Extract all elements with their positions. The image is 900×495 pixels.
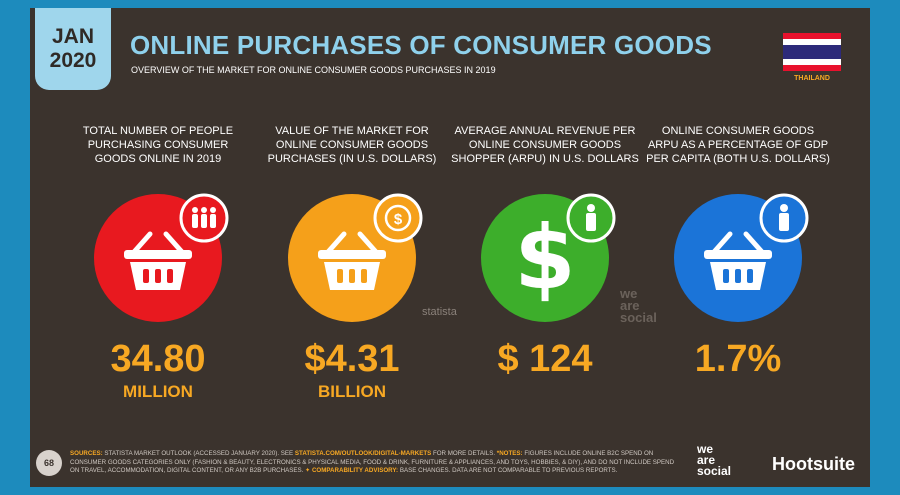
stat-value: $ 124	[497, 338, 593, 380]
stat-label: AVERAGE ANNUAL REVENUE PER ONLINE CONSUME…	[450, 124, 640, 166]
logo-line: we	[697, 442, 714, 456]
person-head	[210, 207, 216, 213]
watermark-line: social	[620, 310, 657, 325]
basket-slot	[747, 269, 753, 283]
subtitle: OVERVIEW OF THE MARKET FOR ONLINE CONSUM…	[131, 65, 496, 75]
title: ONLINE PURCHASES OF CONSUMER GOODS	[130, 30, 712, 60]
footnote-part: FIGURES INCLUDE ONLINE B2C SPEND ON CONS…	[70, 450, 675, 474]
watermark: statista	[422, 306, 457, 318]
coin	[384, 204, 412, 232]
logo-hootsuite: Hootsuite	[772, 454, 855, 474]
stat-icon	[94, 193, 229, 322]
basket-rim	[318, 250, 386, 259]
stat-label-line: TOTAL NUMBER OF PEOPLE	[82, 125, 234, 137]
basket-handle	[131, 231, 185, 255]
stat-label: TOTAL NUMBER OF PEOPLE PURCHASING CONSUME…	[63, 124, 253, 166]
badge	[373, 193, 423, 243]
stat-label-line: ONLINE CONSUMER GOODS	[661, 125, 815, 137]
stat-label-line: PURCHASES (IN U.S. DOLLARS)	[267, 153, 437, 165]
dollar-sign: $	[514, 206, 575, 309]
stat-label: VALUE OF THE MARKET FOR ONLINE CONSUMER G…	[257, 124, 447, 166]
stat-unit: BILLION	[318, 382, 386, 401]
watermark-line: are	[620, 298, 640, 313]
person-head	[201, 207, 207, 213]
page-number: 68	[36, 450, 62, 476]
graphics: $ $	[94, 33, 841, 322]
basket-handle	[711, 231, 765, 255]
basket-rim	[704, 250, 772, 259]
footnote-part: STATISTA.COM/OUTLOOK/DIGITAL-MARKETS	[294, 450, 432, 457]
footnote: SOURCES: STATISTA MARKET OUTLOOK (ACCESS…	[70, 450, 682, 476]
date-year: 2020	[49, 49, 97, 72]
person-body	[779, 213, 789, 231]
logo-line: social	[697, 464, 732, 478]
stat-label-line: PURCHASING CONSUMER	[87, 139, 229, 151]
stat-unit: MILLION	[123, 382, 193, 401]
stat-label-line: GOODS ONLINE IN 2019	[94, 153, 222, 165]
person-head	[587, 204, 595, 212]
person-head	[192, 207, 198, 213]
stat-label: ONLINE CONSUMER GOODS ARPU AS A PERCENTAG…	[643, 124, 833, 166]
person-body	[586, 213, 596, 231]
basket-rim	[124, 250, 192, 259]
logo-line: are	[697, 453, 716, 467]
stat-label-line: SHOPPER (ARPU) IN U.S. DOLLARS	[451, 153, 639, 165]
basket-slot	[723, 269, 729, 283]
date-box: JAN 2020	[35, 8, 111, 90]
basket-slot	[349, 269, 355, 283]
basket-slot	[361, 269, 367, 283]
footnote-part: FOR MORE DETAILS.	[431, 450, 497, 457]
stat-label-line: ONLINE CONSUMER GOODS	[468, 139, 622, 151]
stat-value: 1.7%	[694, 338, 782, 380]
country: THAILAND	[794, 75, 830, 82]
person-head	[780, 204, 788, 212]
logo-we-are-social: we are social	[697, 442, 732, 478]
basket-slot	[735, 269, 741, 283]
stat-label-line: VALUE OF THE MARKET FOR	[275, 125, 429, 137]
footnote-part: ✦ COMPARABILITY ADVISORY:	[305, 467, 399, 474]
person-body	[201, 214, 207, 228]
person-body	[192, 214, 198, 228]
footnote-part: *NOTES:	[496, 450, 523, 457]
person-body	[210, 214, 216, 228]
watermark: we are social	[620, 286, 657, 325]
footnote-part: BASE CHANGES. DATA ARE NOT COMPARABLE TO…	[398, 467, 618, 474]
coin-sign: $	[394, 211, 403, 228]
stat-label-line: ARPU AS A PERCENTAGE OF GDP	[647, 139, 829, 151]
slide: $ $ JAN 2020 ONLINE PURCHASES OF CONSUMER…	[30, 8, 870, 487]
watermark-line: we	[620, 286, 638, 301]
stat-label-line: PER CAPITA (BOTH U.S. DOLLARS)	[646, 153, 830, 165]
stat-icon	[674, 193, 809, 322]
stat-label-line: ONLINE CONSUMER GOODS	[275, 139, 429, 151]
stat-label-line: AVERAGE ANNUAL REVENUE PER	[454, 125, 636, 137]
basket-slot	[167, 269, 173, 283]
stat-value: $4.31	[304, 338, 400, 380]
basket-slot	[143, 269, 149, 283]
stat-icon: $	[288, 193, 423, 322]
stat-icon: $	[481, 193, 616, 322]
footnote-part: STATISTA MARKET OUTLOOK (ACCESSED JANUAR…	[102, 450, 295, 457]
basket-slot	[337, 269, 343, 283]
stat-value: 34.80	[110, 338, 206, 380]
basket-slot	[155, 269, 161, 283]
flag	[783, 33, 841, 71]
date-month: JAN	[51, 25, 94, 48]
footnote-part: SOURCES:	[70, 450, 103, 457]
basket-handle	[325, 231, 379, 255]
